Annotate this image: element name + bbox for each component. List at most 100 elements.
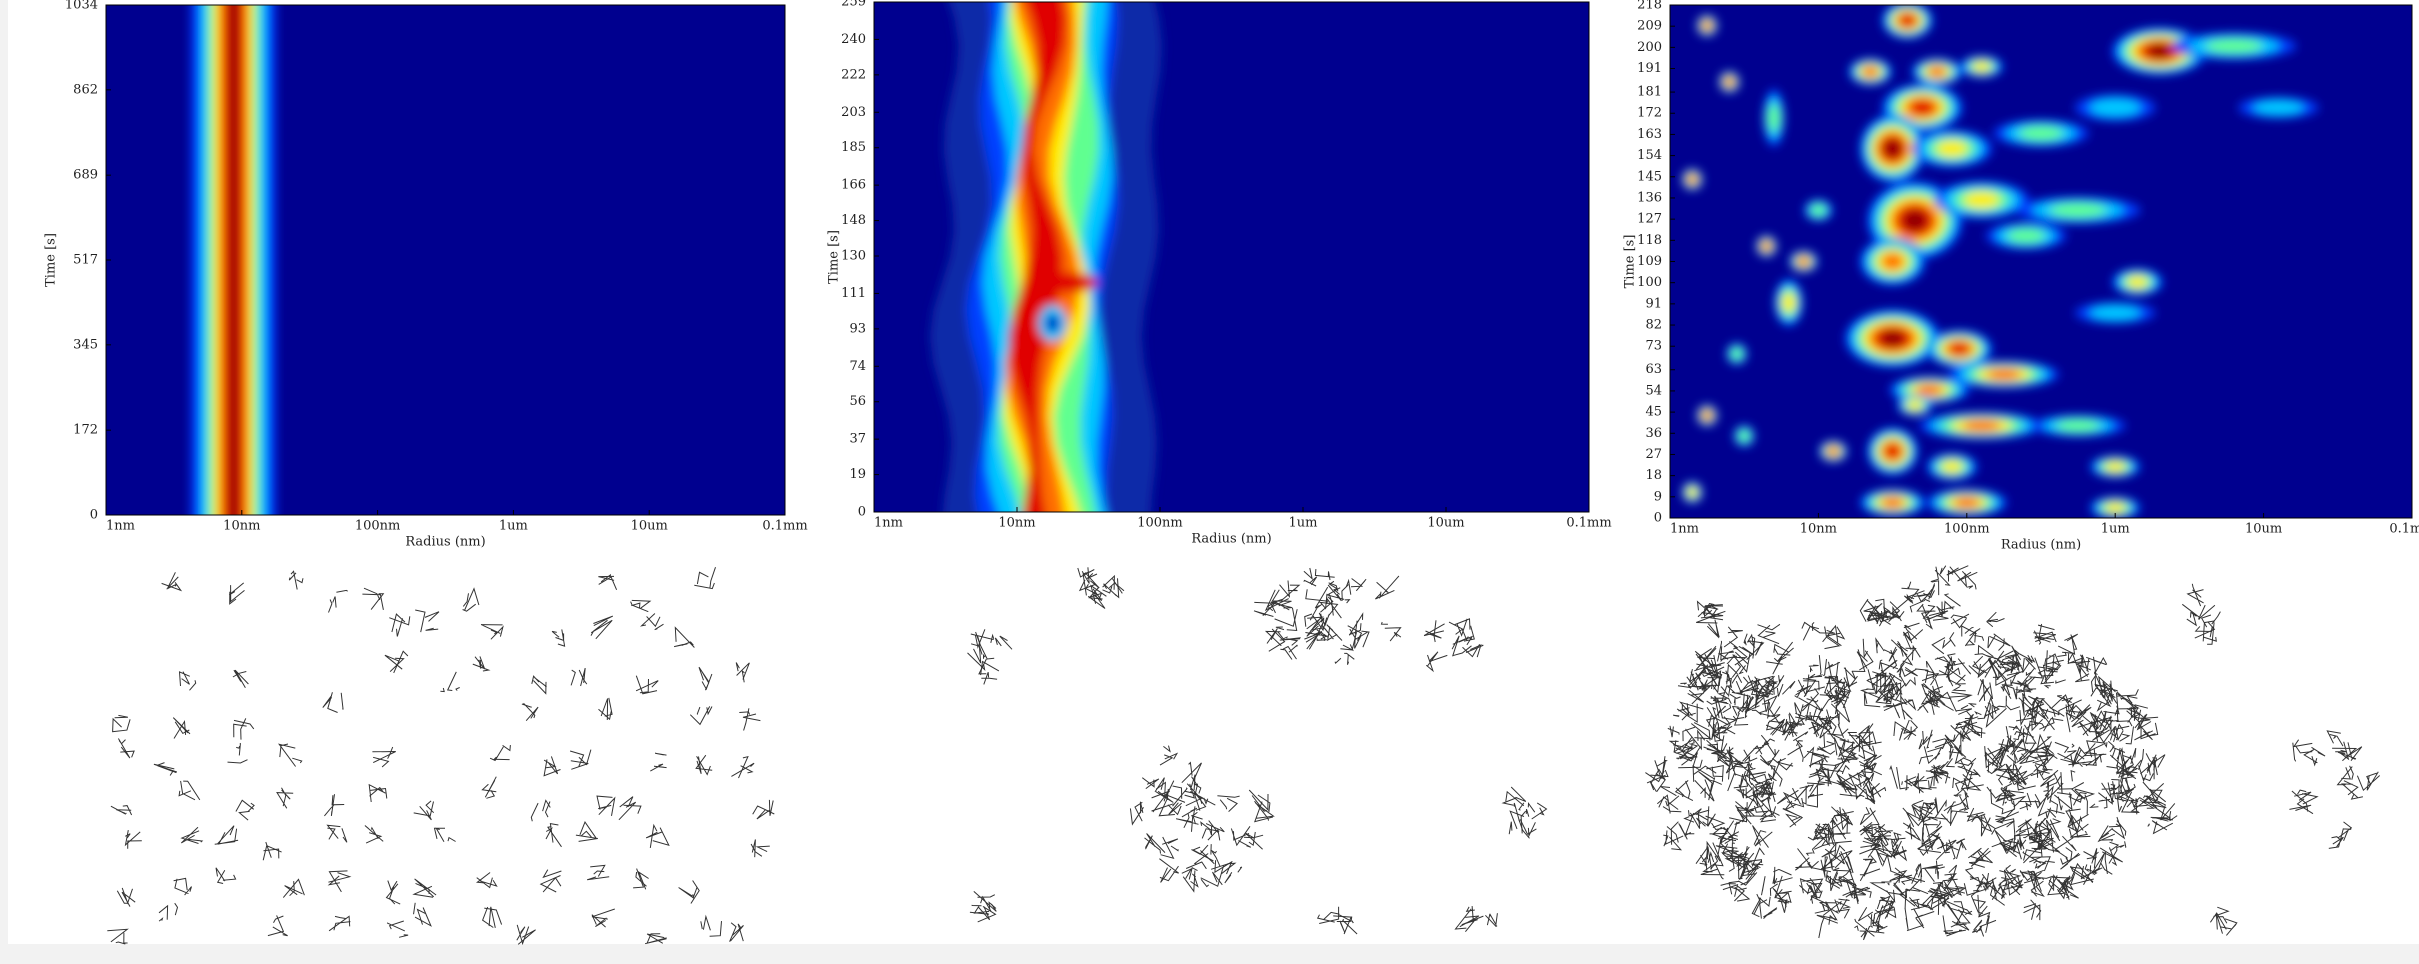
x-tick-label: 1nm — [1670, 522, 1699, 537]
heat-spot — [1964, 192, 2000, 208]
y-axis-label: Time [s] — [44, 233, 59, 287]
heat-band — [229, 0, 239, 535]
y-tick-label: 345 — [73, 337, 98, 352]
y-tick-label: 82 — [1645, 318, 1662, 333]
heat-spot — [2127, 276, 2148, 289]
y-tick-label: 27 — [1645, 447, 1662, 462]
y-tick-label: 0 — [90, 508, 98, 523]
heat-spot — [1738, 430, 1750, 443]
heatmap-panel: 1nm10nm100nm1um10um0.1mm0918273645546373… — [1623, 0, 2419, 553]
heat-spot — [1761, 241, 1771, 251]
y-tick-label: 172 — [73, 423, 98, 438]
y-tick-label: 37 — [849, 432, 866, 447]
x-tick-label: 10nm — [223, 519, 260, 534]
heat-hole — [1046, 314, 1060, 332]
x-tick-label: 1um — [499, 519, 528, 534]
x-tick-label: 100nm — [1137, 516, 1183, 531]
x-tick-label: 10nm — [998, 516, 1035, 531]
heat-spot — [1687, 174, 1697, 184]
heat-spot — [1972, 61, 1990, 72]
heatmap-panel: 1nm10nm100nm1um10um0.1mm0193756749311113… — [827, 0, 1612, 547]
heat-spot — [1037, 273, 1097, 293]
y-tick-label: 19 — [849, 467, 866, 482]
heat-spot — [2205, 39, 2262, 54]
heat-spot — [1917, 384, 1943, 396]
y-tick-label: 130 — [841, 249, 866, 264]
y-tick-label: 163 — [1637, 127, 1662, 142]
y-tick-label: 63 — [1645, 362, 1662, 377]
y-tick-label: 689 — [73, 168, 98, 183]
y-tick-label: 45 — [1645, 405, 1662, 420]
heat-spot — [1702, 20, 1712, 30]
heat-spot — [2105, 502, 2126, 513]
y-tick-label: 191 — [1637, 61, 1662, 76]
y-tick-label: 36 — [1645, 426, 1662, 441]
x-tick-label: 10nm — [1800, 522, 1837, 537]
x-tick-label: 0.1mm — [762, 519, 807, 534]
x-tick-label: 10um — [631, 519, 668, 534]
y-tick-label: 862 — [73, 82, 98, 97]
y-tick-label: 209 — [1637, 19, 1662, 34]
heat-spot — [2090, 98, 2141, 116]
y-tick-label: 172 — [1637, 106, 1662, 121]
y-tick-label: 54 — [1645, 383, 1662, 398]
x-tick-label: 1nm — [874, 516, 903, 531]
y-tick-label: 109 — [1637, 254, 1662, 269]
y-tick-label: 18 — [1645, 468, 1662, 483]
y-tick-label: 127 — [1637, 212, 1662, 227]
y-tick-label: 517 — [73, 253, 98, 268]
y-axis-label: Time [s] — [1623, 235, 1638, 289]
y-tick-label: 93 — [849, 321, 866, 336]
heat-spot — [1884, 444, 1900, 459]
heat-pattern — [191, 0, 276, 535]
x-tick-label: 1nm — [106, 519, 135, 534]
x-axis-label: Radius (nm) — [1191, 532, 1271, 547]
y-tick-label: 0 — [858, 505, 866, 520]
y-tick-label: 100 — [1637, 275, 1662, 290]
heat-spot — [1731, 348, 1743, 361]
y-tick-label: 218 — [1637, 0, 1662, 13]
heat-spot — [1798, 256, 1810, 266]
heat-spot — [1907, 400, 1923, 411]
y-tick-label: 73 — [1645, 339, 1662, 354]
heat-spot — [1881, 330, 1905, 346]
heatmap-image — [1670, 2, 2412, 518]
y-tick-label: 91 — [1645, 296, 1662, 311]
y-tick-label: 1034 — [65, 0, 98, 13]
heat-spot — [2105, 461, 2126, 472]
x-tick-label: 0.1mm — [1566, 516, 1611, 531]
heat-spot — [1882, 497, 1904, 509]
heat-spot — [2090, 305, 2141, 320]
x-tick-label: 1um — [1289, 516, 1318, 531]
y-tick-label: 185 — [841, 140, 866, 155]
heatmap-panel: 1nm 10nm 100nm 1um 10um 0.1mm 0 172 345 517 689 862… — [44, 0, 808, 550]
y-tick-label: 148 — [841, 213, 866, 228]
heat-spot — [1928, 66, 1946, 78]
y-tick-label: 200 — [1637, 40, 1662, 55]
heat-spot — [1782, 293, 1795, 313]
heat-spot — [2253, 100, 2304, 115]
heat-spot — [1884, 139, 1902, 157]
y-tick-label: 56 — [849, 394, 866, 409]
x-tick-label: 10um — [1427, 516, 1464, 531]
heat-spot — [2148, 44, 2172, 58]
heat-spot — [2007, 228, 2045, 243]
heat-spot — [1811, 204, 1827, 217]
x-tick-label: 100nm — [355, 519, 401, 534]
heat-spot — [1862, 66, 1878, 78]
x-tick-label: 0.1mm — [2389, 522, 2419, 537]
y-tick-label: 166 — [841, 178, 866, 193]
y-tick-label: 181 — [1637, 85, 1662, 100]
x-tick-label: 1um — [2101, 522, 2130, 537]
heat-spot — [1937, 141, 1968, 157]
heat-spot — [2056, 419, 2100, 432]
y-tick-label: 145 — [1637, 169, 1662, 184]
x-tick-label: 10um — [2245, 522, 2282, 537]
heat-spot — [1911, 100, 1934, 115]
y-tick-label: 240 — [841, 32, 866, 47]
y-tick-label: 154 — [1637, 148, 1662, 163]
heat-spot — [1899, 14, 1915, 27]
heat-spot — [1962, 420, 2000, 432]
figure: 1nm 10nm 100nm 1um 10um 0.1mm 0 172 345 517 689 862… — [0, 0, 2419, 964]
x-axis-label: Radius (nm) — [2001, 538, 2081, 553]
